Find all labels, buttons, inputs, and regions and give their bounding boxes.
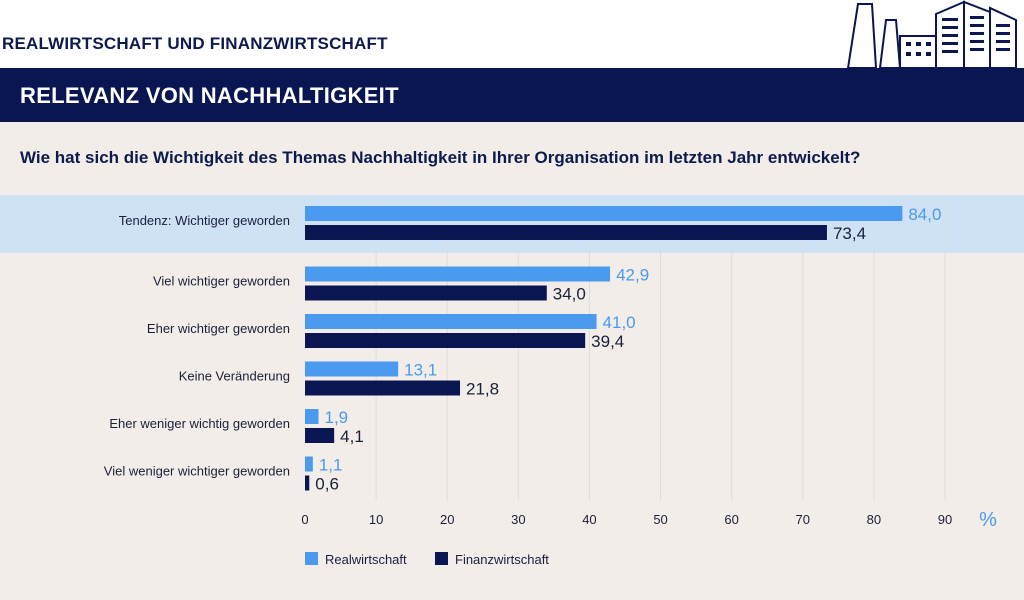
category-label: Tendenz: Wichtiger geworden [119, 213, 290, 228]
bar [305, 225, 827, 240]
x-tick-label: 60 [724, 512, 738, 527]
x-tick-label: 70 [796, 512, 810, 527]
bar [305, 428, 335, 443]
bar [305, 285, 547, 301]
data-label: 84,0 [908, 205, 941, 224]
data-label: 4,1 [340, 427, 364, 446]
data-label: 39,4 [591, 332, 624, 351]
bar [305, 206, 903, 221]
bar [305, 314, 597, 329]
category-label: Viel wichtiger geworden [153, 274, 290, 289]
x-tick-label: 40 [582, 512, 596, 527]
legend-swatch [305, 552, 318, 565]
bar [305, 380, 461, 396]
legend-swatch [435, 552, 448, 565]
data-label: 1,1 [319, 456, 343, 475]
survey-question: Wie hat sich die Wichtigkeit des Themas … [20, 148, 861, 167]
legend-label: Finanzwirtschaft [455, 552, 549, 567]
skyline-icon [846, 0, 1017, 68]
x-tick-label: 90 [938, 512, 952, 527]
title-banner: RELEVANZ VON NACHHALTIGKEIT [0, 68, 1024, 122]
page-title: RELEVANZ VON NACHHALTIGKEIT [20, 83, 399, 108]
x-tick-label: 30 [511, 512, 525, 527]
data-label: 13,1 [404, 361, 437, 380]
bar [305, 333, 586, 348]
bar [305, 456, 313, 472]
data-label: 21,8 [466, 380, 499, 399]
category-label: Keine Veränderung [179, 369, 290, 384]
data-label: 1,9 [325, 408, 349, 427]
x-tick-label: 20 [440, 512, 454, 527]
section-title: REALWIRTSCHAFT UND FINANZWIRTSCHAFT [2, 34, 388, 53]
top-bar: REALWIRTSCHAFT UND FINANZWIRTSCHAFT [0, 0, 1024, 68]
bar [305, 409, 319, 424]
data-label: 41,0 [603, 313, 636, 332]
highlight-band [0, 195, 1024, 253]
data-label: 34,0 [553, 285, 586, 304]
data-label: 73,4 [833, 224, 866, 243]
category-label: Eher wichtiger geworden [147, 321, 290, 336]
x-tick-label: 50 [653, 512, 667, 527]
bar [305, 266, 611, 282]
category-label: Eher weniger wichtig geworden [109, 416, 290, 431]
x-tick-label: 10 [369, 512, 383, 527]
x-tick-label: 80 [867, 512, 881, 527]
category-label: Viel weniger wichtiger geworden [104, 464, 290, 479]
x-tick-label: 0 [301, 512, 308, 527]
data-label: 42,9 [616, 266, 649, 285]
bar [305, 361, 399, 377]
x-unit-label: % [979, 509, 997, 531]
bar [305, 475, 310, 491]
data-label: 0,6 [315, 475, 339, 494]
legend-label: Realwirtschaft [325, 552, 407, 567]
